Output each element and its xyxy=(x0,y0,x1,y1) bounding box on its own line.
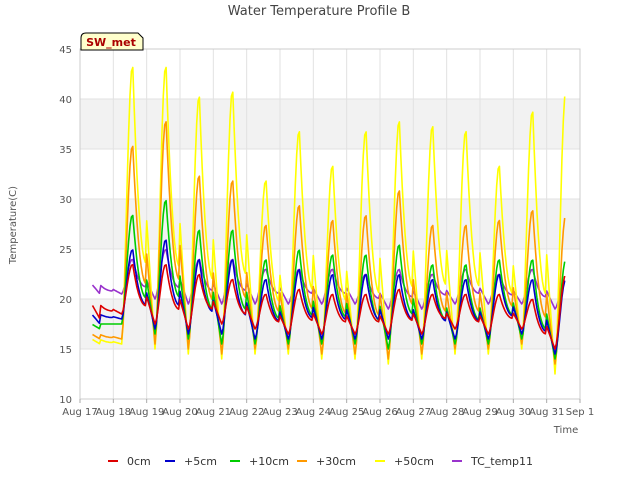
y-tick-label: 45 xyxy=(59,45,72,56)
y-tick-label: 25 xyxy=(59,245,72,256)
chart-title: Water Temperature Profile B xyxy=(228,4,411,19)
site-badge-label: SW_met xyxy=(86,36,136,49)
x-tick-label: Aug 29 xyxy=(462,407,497,418)
x-tick-label: Aug 28 xyxy=(429,407,464,418)
y-tick-label: 20 xyxy=(59,295,72,306)
legend-item: TC_temp11 xyxy=(452,455,533,468)
x-axis-title: Time xyxy=(553,425,578,436)
x-tick-label: Aug 31 xyxy=(529,407,564,418)
legend-label: +10cm xyxy=(249,455,289,468)
legend-label: +50cm xyxy=(394,455,434,468)
legend-label: +5cm xyxy=(184,455,217,468)
chart-legend: 0cm +5cm +10cm +30cm +50cm TC_temp11 xyxy=(108,455,533,468)
x-tick-label: Aug 27 xyxy=(396,407,431,418)
x-tick-label: Aug 23 xyxy=(262,407,297,418)
site-badge-box xyxy=(80,32,144,51)
y-tick-label: 15 xyxy=(59,345,72,356)
x-tick-label: Aug 19 xyxy=(129,407,164,418)
y-axis-ticks: 10 15 20 25 30 35 40 45 xyxy=(59,45,72,406)
y-tick-label: 40 xyxy=(59,95,72,106)
x-tick-label: Aug 20 xyxy=(162,407,197,418)
y-axis-title: Temperature(C) xyxy=(8,186,19,265)
series-line-0cm xyxy=(91,263,566,350)
legend-item: +10cm xyxy=(230,455,289,468)
series-lines xyxy=(91,66,566,375)
x-tick-label: Aug 30 xyxy=(496,407,531,418)
x-tick-label: Aug 24 xyxy=(296,407,331,418)
site-badge: SW_met xyxy=(80,32,144,51)
background-band xyxy=(80,99,580,149)
series-line-5cm xyxy=(91,239,566,355)
legend-item: +30cm xyxy=(297,455,356,468)
legend-label: +30cm xyxy=(316,455,356,468)
legend-label: TC_temp11 xyxy=(470,455,533,468)
x-tick-label: Aug 18 xyxy=(96,407,131,418)
x-tick-label: Aug 22 xyxy=(229,407,264,418)
x-tick-label: Aug 26 xyxy=(362,407,397,418)
legend-item: +5cm xyxy=(165,455,217,468)
x-tick-label: Aug 21 xyxy=(196,407,231,418)
legend-label: 0cm xyxy=(127,455,151,468)
y-tick-label: 10 xyxy=(59,395,72,406)
background-band xyxy=(80,299,580,349)
y-tick-label: 30 xyxy=(59,195,72,206)
plot-frame xyxy=(79,48,581,400)
x-tick-label: Aug 25 xyxy=(329,407,364,418)
y-tick-label: 35 xyxy=(59,145,72,156)
x-tick-label: Aug 17 xyxy=(62,407,97,418)
series-line-50cm xyxy=(92,66,566,375)
legend-item: 0cm xyxy=(108,455,151,468)
x-tick-label: Sep 1 xyxy=(566,407,594,418)
legend-item: +50cm xyxy=(375,455,434,468)
